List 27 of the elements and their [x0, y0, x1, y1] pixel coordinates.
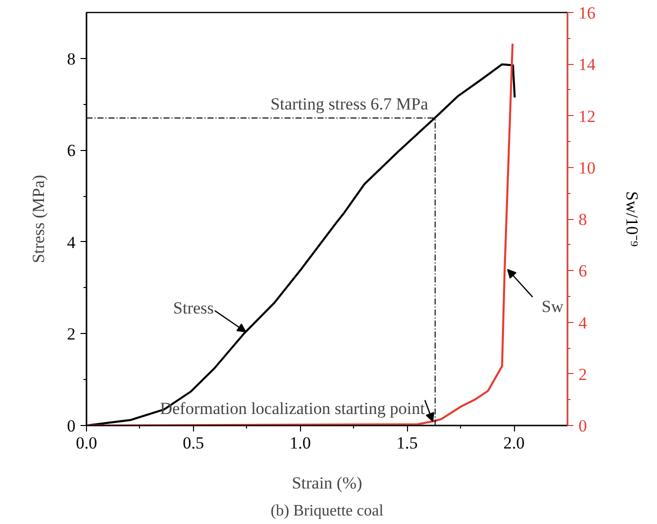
y-tick-label: 4: [67, 232, 76, 252]
y-tick-label: 8: [67, 49, 76, 68]
x-tick-label: 1.5: [396, 434, 418, 452]
y2-tick-label: 16: [578, 4, 596, 22]
x-tick-label: 1.0: [290, 434, 311, 452]
y2-tick-label: 10: [578, 158, 596, 178]
y-tick-label: 2: [67, 324, 76, 344]
annotation: Stress: [173, 298, 214, 318]
x-tick-label: 0.0: [76, 434, 98, 452]
y2-tick-label: 2: [578, 364, 587, 384]
x-tick-label: 2.0: [503, 434, 525, 452]
x-tick-label: 0.5: [182, 434, 204, 452]
y2-tick-label: 12: [578, 106, 596, 126]
text: (b) Briquette coal: [270, 502, 384, 520]
y-axis-title: Stress (MPa): [29, 174, 48, 264]
y-tick-label: 6: [67, 141, 76, 160]
y2-tick-label: 4: [578, 313, 588, 332]
y-tick-label: 0: [67, 416, 76, 436]
annotation: Starting stress 6.7 MPa: [270, 94, 429, 114]
x-axis-title: Strain (%): [292, 474, 362, 492]
y2-tick-label: 8: [578, 210, 587, 229]
y2-tick-label: 6: [578, 262, 587, 281]
y2-tick-label: 14: [578, 55, 596, 74]
y2-tick-label: 0: [578, 416, 587, 436]
annotation: Sw: [542, 296, 564, 316]
annotation: Deformation localization starting point: [160, 398, 426, 418]
y2-axis-title: Sw/10⁻⁹: [622, 191, 642, 247]
